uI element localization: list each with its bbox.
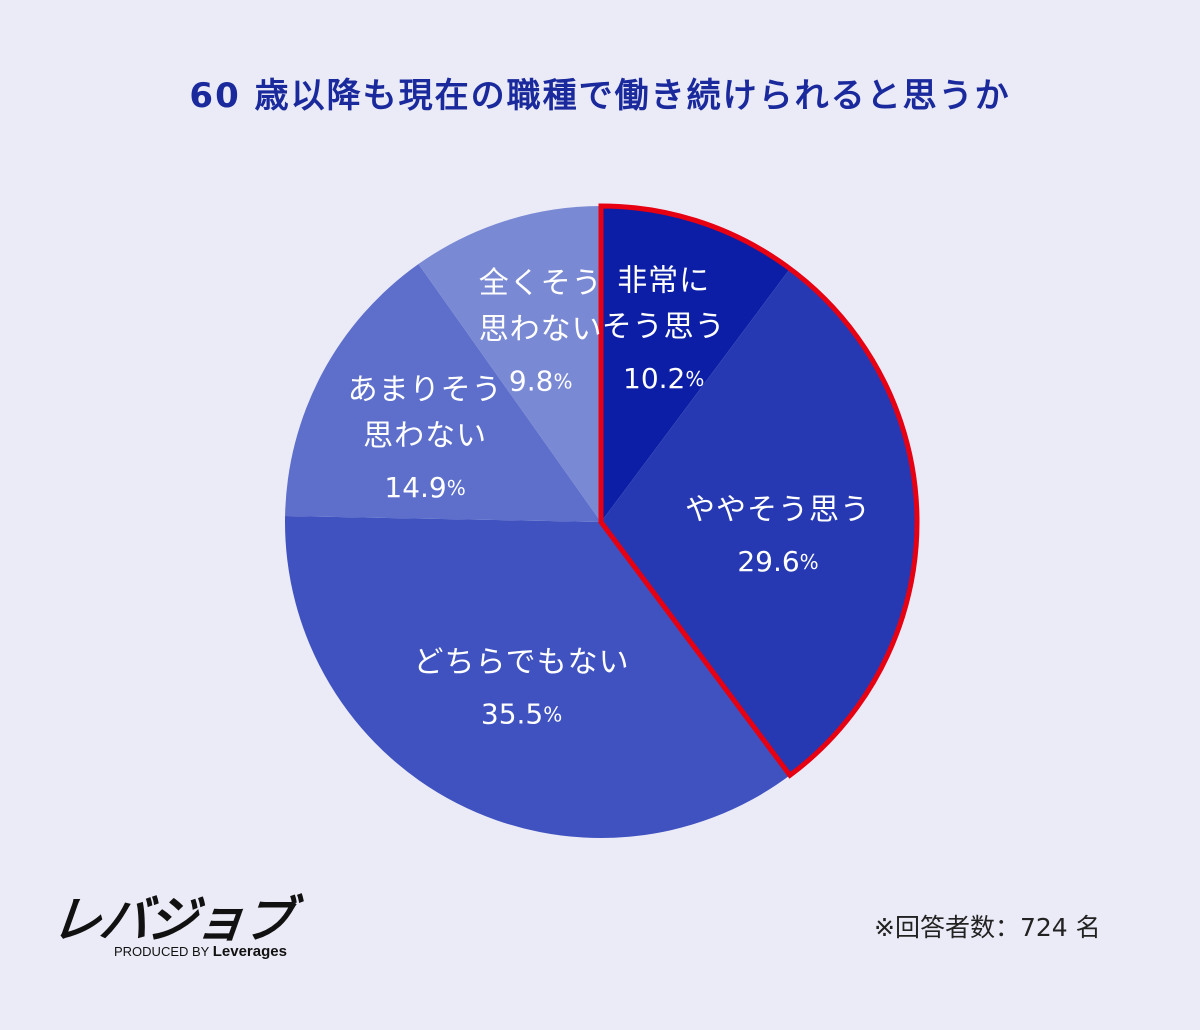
pie-slices: [285, 206, 918, 839]
slice-label-5-line-1: 全くそう: [479, 266, 603, 301]
slice-value-number-1: 10.2: [623, 362, 685, 395]
slice-value-number-3: 35.5: [481, 698, 543, 731]
pie-slice-1: [601, 206, 790, 522]
pie-slice-3: [285, 516, 790, 839]
slice-value-3: 35.5%: [481, 698, 562, 731]
slice-value-2: 29.6%: [737, 545, 818, 578]
slice-value-unit-3: %: [543, 702, 562, 726]
logo-wordmark: レバジョブ: [48, 891, 295, 949]
highlight-outline-group: [598, 203, 920, 779]
slice-value-unit-4: %: [447, 475, 466, 499]
slice-label-5-line-2: 思わない: [479, 312, 603, 347]
chart-title: 60 歳以降も現在の職種で働き続けられると思うか: [189, 76, 1011, 116]
highlight-outline: [598, 203, 920, 779]
slice-value-number-4: 14.9: [384, 471, 446, 504]
pie-slice-2: [601, 268, 918, 776]
logo-tagline-prefix: PRODUCED BY: [114, 944, 213, 959]
slice-label-4-line-1: あまりそう: [348, 372, 503, 407]
slice-value-unit-5: %: [553, 369, 572, 393]
pie-slice-5: [418, 206, 601, 522]
slice-value-1: 10.2%: [623, 362, 704, 395]
slice-label-1-line-2: そう思う: [602, 310, 726, 345]
brand-logo: レバジョブ PRODUCED BY Leverages: [49, 880, 312, 970]
slice-value-number-2: 29.6: [737, 545, 799, 578]
slice-value-number-5: 9.8: [509, 364, 554, 397]
logo-tagline: PRODUCED BY Leverages: [114, 943, 287, 960]
slice-value-unit-1: %: [685, 367, 704, 391]
slice-label-4-line-2: 思わない: [363, 418, 487, 453]
slice-label-3-line-1: どちらでもない: [414, 645, 630, 680]
slice-value-4: 14.9%: [384, 471, 465, 504]
slice-value-unit-2: %: [800, 550, 819, 574]
respondent-count-note: ※回答者数：724 名: [874, 913, 1101, 942]
slice-label-1-line-1: 非常に: [617, 264, 710, 299]
slice-value-5: 9.8%: [509, 364, 573, 397]
logo-tagline-brand: Leverages: [212, 943, 287, 960]
pie-slice-4: [285, 264, 601, 522]
slice-label-2-line-1: ややそう思う: [685, 493, 871, 528]
